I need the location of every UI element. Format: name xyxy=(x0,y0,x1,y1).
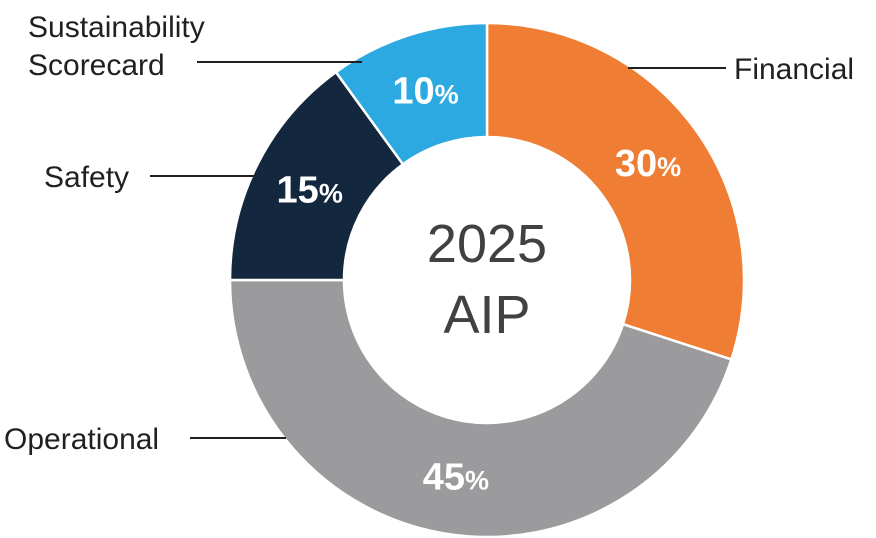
percent-label-sustainability-scorecard: 10% xyxy=(392,71,458,113)
percent-label-safety: 15% xyxy=(277,170,343,212)
callout-financial: Financial xyxy=(734,53,854,86)
donut-segment-operational xyxy=(228,278,733,538)
percent-label-financial: 30% xyxy=(615,143,681,185)
callout-sustainability-line2: Scorecard xyxy=(28,49,165,82)
callout-operational: Operational xyxy=(4,423,159,456)
percent-labels: 30% 45% 15% 10% xyxy=(277,71,682,499)
center-label-year: 2025 xyxy=(427,214,547,274)
donut-segment-safety xyxy=(228,70,405,282)
center-label-aip: AIP xyxy=(443,285,530,345)
callout-sustainability-line1: Sustainability xyxy=(28,11,205,44)
donut-segment-sustainability-scorecard xyxy=(334,21,489,167)
donut-segment-financial xyxy=(485,21,746,361)
callout-safety: Safety xyxy=(44,161,129,194)
donut-segments xyxy=(228,21,746,538)
percent-label-operational: 45% xyxy=(423,457,489,499)
